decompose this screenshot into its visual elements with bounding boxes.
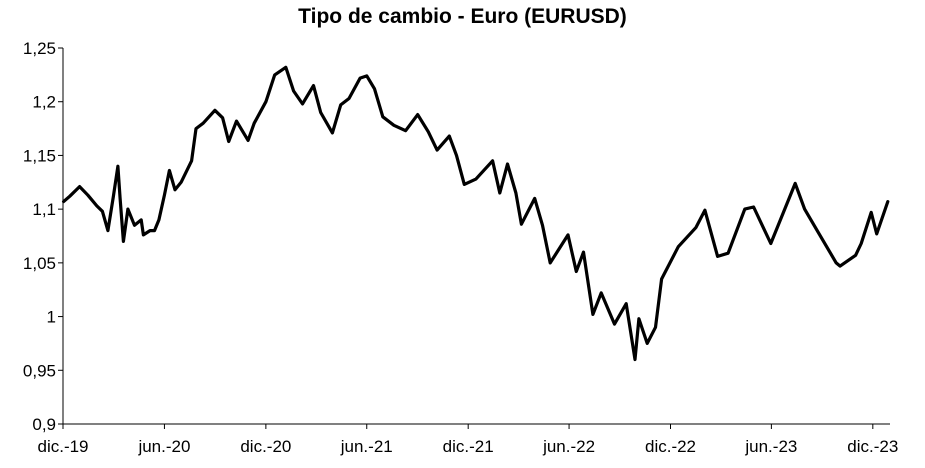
- y-tick-label: 1,2: [32, 93, 56, 112]
- x-tick-label: dic.-23: [847, 437, 898, 456]
- y-tick-label: 0,95: [23, 361, 56, 380]
- chart-title: Tipo de cambio - Euro (EURUSD): [298, 5, 627, 28]
- series-group: [61, 65, 890, 362]
- y-tick-label: 1,15: [23, 146, 56, 165]
- y-tick-label: 1: [47, 308, 56, 327]
- y-tick-label: 1,25: [23, 39, 56, 58]
- series-line: [61, 65, 890, 362]
- x-tick-label: jun.-22: [542, 437, 595, 456]
- x-tick-label: dic.-20: [240, 437, 291, 456]
- x-tick-label: jun.-20: [137, 437, 190, 456]
- axes: [62, 48, 890, 425]
- x-axis-ticks: dic.-19 jun.-20 dic.-20 jun.-21 dic.-21 jun.-…: [37, 424, 898, 456]
- x-tick-label: jun.-23: [744, 437, 797, 456]
- y-tick-label: 1,05: [23, 254, 56, 273]
- x-tick-label: dic.-19: [37, 437, 88, 456]
- x-tick-label: dic.-21: [443, 437, 494, 456]
- y-axis-ticks: 1,25 1,2 1,15 1,1 1,05 1 0,95 0,9: [23, 39, 63, 434]
- y-tick-label: 0,9: [32, 415, 56, 434]
- x-tick-label: dic.-22: [645, 437, 696, 456]
- x-tick-label: jun.-21: [340, 437, 393, 456]
- y-tick-label: 1,1: [32, 200, 56, 219]
